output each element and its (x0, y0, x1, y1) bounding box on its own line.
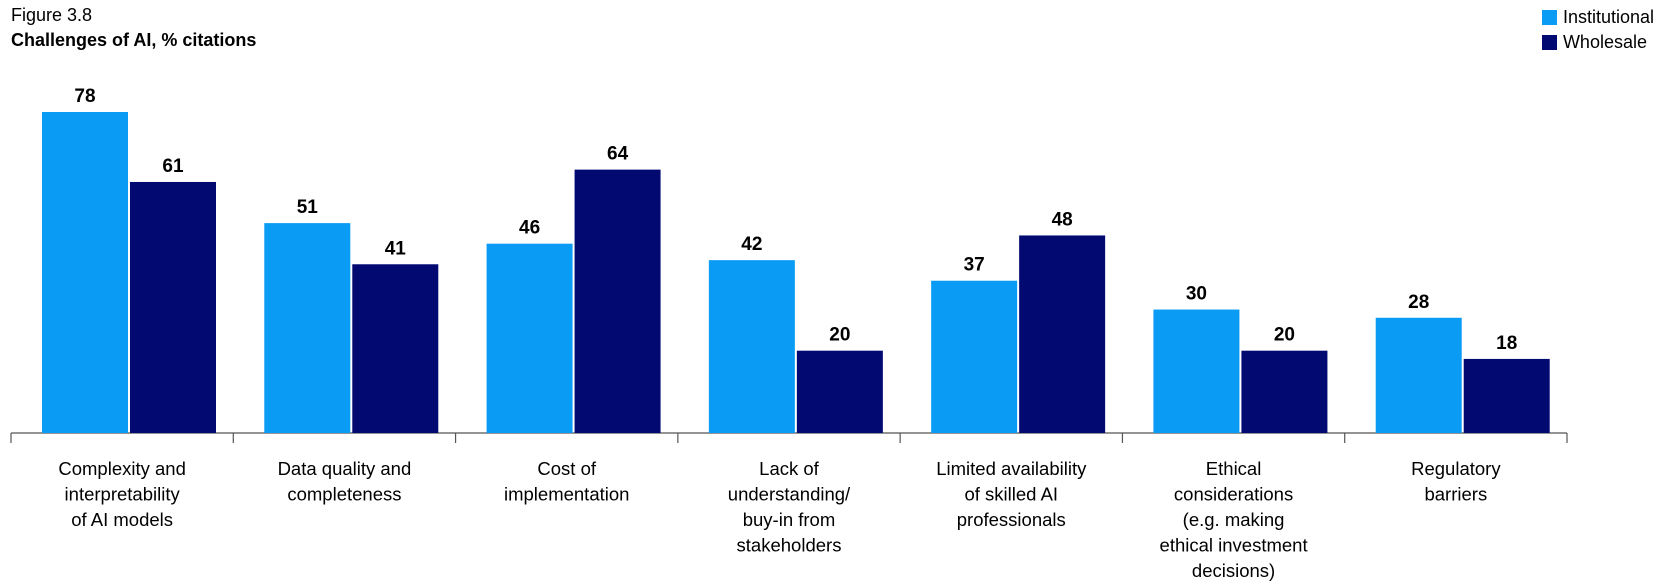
category-label-data-quality-and-completeness: Data quality and completeness (278, 458, 412, 505)
figure-label: Figure 3.8 (11, 5, 93, 25)
legend-item-institutional: Institutional (1541, 5, 1654, 30)
data-label-wholesale-limited-availability-of-skilled-ai-profe: 48 (1052, 209, 1073, 230)
legend-label-wholesale: Wholesale (1562, 32, 1647, 52)
data-label-wholesale-regulatory-barriers: 18 (1496, 333, 1517, 354)
category-label-cost-of-implementation: Cost of implementation (504, 458, 629, 505)
bar-institutional-cost-of-implementation (486, 243, 573, 433)
data-label-institutional-cost-of-implementation: 46 (519, 218, 540, 239)
legend-item-wholesale: Wholesale (1541, 30, 1654, 55)
data-label-wholesale-lack-of-understanding-buy-in-from-stakeh: 20 (829, 325, 850, 346)
legend: Institutional Wholesale (1541, 5, 1654, 55)
category-label-ethical-considerations-e-g-making-ethica: Ethical considerations (e.g. making ethical… (1160, 458, 1308, 581)
data-label-wholesale-complexity-and-interpretability-of-ai-mo: 61 (162, 156, 184, 177)
bar-institutional-ethical-considerations-e-g-making-ethica (1153, 309, 1240, 433)
data-label-institutional-complexity-and-interpretability-of-ai-mo: 78 (74, 86, 95, 107)
data-label-institutional-lack-of-understanding-buy-in-from-stakeh: 42 (741, 234, 762, 255)
bar-institutional-complexity-and-interpretability-of-ai-mo (42, 112, 128, 433)
bar-wholesale-lack-of-understanding-buy-in-from-stakeh (796, 350, 883, 433)
data-label-wholesale-ethical-considerations-e-g-making-ethica: 20 (1274, 325, 1295, 346)
legend-label-institutional: Institutional (1562, 7, 1654, 27)
data-label-wholesale-data-quality-and-completeness: 41 (385, 238, 407, 259)
data-label-institutional-ethical-considerations-e-g-making-ethica: 30 (1186, 284, 1207, 305)
bar-institutional-data-quality-and-completeness (264, 223, 351, 433)
bar-wholesale-cost-of-implementation (574, 169, 661, 433)
bar-institutional-lack-of-understanding-buy-in-from-stakeh (708, 260, 795, 433)
chart-title: Challenges of AI, % citations (11, 30, 257, 50)
bar-institutional-regulatory-barriers (1375, 317, 1462, 433)
category-label-limited-availability-of-skilled-ai-profe: Limited availability of skilled AI profess… (936, 458, 1087, 530)
category-label-complexity-and-interpretability-of-ai-mo: Complexity and interpretability of AI mode… (58, 458, 186, 530)
bar-wholesale-limited-availability-of-skilled-ai-profe (1019, 235, 1106, 433)
bar-wholesale-data-quality-and-completeness (352, 264, 439, 433)
bar-wholesale-ethical-considerations-e-g-making-ethica (1241, 350, 1328, 433)
legend-swatch-wholesale (1541, 35, 1557, 50)
bar-institutional-limited-availability-of-skilled-ai-profe (931, 280, 1018, 433)
bar-wholesale-regulatory-barriers (1463, 358, 1550, 433)
data-label-institutional-limited-availability-of-skilled-ai-profe: 37 (964, 255, 985, 276)
data-label-institutional-regulatory-barriers: 28 (1408, 292, 1429, 313)
data-label-wholesale-cost-of-implementation: 64 (607, 144, 629, 165)
category-label-lack-of-understanding-buy-in-from-stakeh: Lack of understanding/buy-in from stakehol… (728, 458, 851, 556)
data-label-institutional-data-quality-and-completeness: 51 (297, 197, 319, 218)
category-label-regulatory-barriers: Regulatory barriers (1411, 458, 1501, 505)
bar-wholesale-complexity-and-interpretability-of-ai-mo (130, 181, 216, 433)
legend-swatch-institutional (1541, 10, 1557, 25)
